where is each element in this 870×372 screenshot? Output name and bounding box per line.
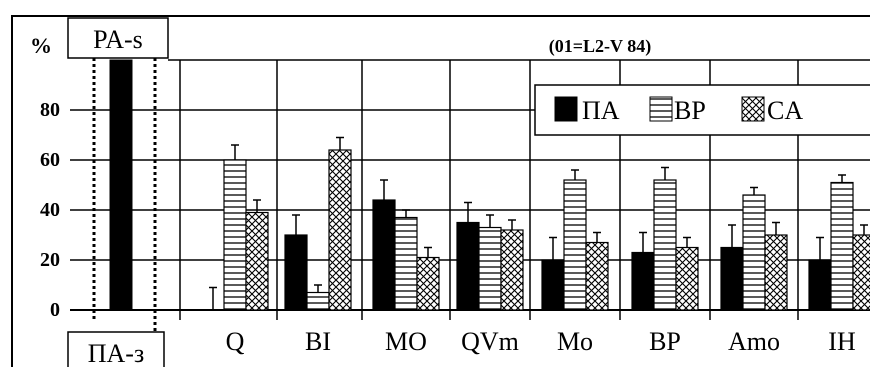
x-tick-label-7: IH xyxy=(828,327,856,356)
legend-box xyxy=(534,84,870,136)
bottom-left-label-box xyxy=(67,331,165,372)
bar-CA-Mo xyxy=(585,241,609,311)
y-axis-label: % xyxy=(30,33,52,58)
legend-swatch-ca xyxy=(741,96,765,122)
bar-BP-Mo xyxy=(563,179,587,311)
x-tick-label-2: MO xyxy=(385,327,427,356)
y-tick-labels: 0 20 40 60 80 xyxy=(40,99,60,321)
bar-ПА-QVm xyxy=(456,221,480,311)
bar-BP-IH xyxy=(830,181,854,311)
bar-CA-BP xyxy=(675,246,699,311)
legend-label-ca: CA xyxy=(767,96,803,125)
bar-BP-BI xyxy=(306,291,330,311)
bar-BP-QVm xyxy=(478,226,502,311)
bar-ПА-BI xyxy=(284,234,308,311)
plot-frame xyxy=(11,15,870,372)
bars xyxy=(109,59,870,311)
bar-BP-MO xyxy=(394,216,418,311)
legend-label-pa: ПА xyxy=(582,96,620,125)
bottom-left-label: ПА-з xyxy=(88,339,144,367)
x-tick-label-3: QVm xyxy=(461,327,519,356)
bar-CA-Amo xyxy=(764,234,788,311)
bar-ПА-MO xyxy=(372,199,396,311)
bar-CA-IH xyxy=(852,234,870,311)
bar-CA-Q xyxy=(245,211,269,311)
bar-CA-MO xyxy=(416,256,440,311)
y-tick-label-1: 20 xyxy=(40,249,60,271)
title-background xyxy=(520,30,700,58)
y-tick-label-3: 60 xyxy=(40,149,60,171)
legend-swatch-pa xyxy=(554,96,578,122)
bar-BP-Q xyxy=(223,159,247,311)
top-left-label-box xyxy=(67,17,169,59)
x-tick-label-4: Mo xyxy=(557,327,593,356)
bar-BP-BP xyxy=(653,179,677,311)
x-tick-labels: Q BI MO QVm Mo BP Amo IH xyxy=(226,327,856,356)
y-tick-label-2: 40 xyxy=(40,199,60,221)
y-tick-label-4: 80 xyxy=(40,99,60,121)
top-left-label: PA-s xyxy=(93,25,143,54)
bar-ПА-IH xyxy=(808,259,832,311)
bar-CA-BI xyxy=(328,149,352,311)
bar-CA-QVm xyxy=(500,229,524,311)
chart-title: (01=L2-V 84) xyxy=(549,36,651,57)
legend-swatch-bp xyxy=(649,96,673,122)
x-tick-label-5: BP xyxy=(649,327,681,356)
x-tick-label-6: Amo xyxy=(728,327,780,356)
x-tick-label-1: BI xyxy=(305,327,331,356)
bar-ПА-Mo xyxy=(541,259,565,311)
bar-ПА-Amo xyxy=(720,246,744,311)
bar-ПА-BP xyxy=(631,251,655,311)
legend: ПА BP CA xyxy=(534,84,870,136)
y-tick-label-0: 0 xyxy=(50,299,60,321)
reference-bar xyxy=(109,59,133,311)
bar-BP-Amo xyxy=(742,194,766,311)
x-tick-label-0: Q xyxy=(226,327,245,356)
legend-label-bp: BP xyxy=(674,96,706,125)
